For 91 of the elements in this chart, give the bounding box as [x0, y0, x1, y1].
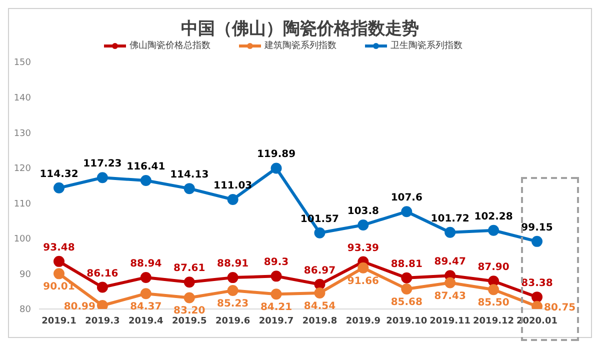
data-label: 114.13 [170, 170, 209, 181]
point [96, 300, 108, 309]
x-tick-label: 2019.9 [346, 316, 381, 326]
data-label: 88.81 [390, 258, 422, 270]
y-tick-label: 130 [14, 128, 32, 139]
point [54, 256, 64, 267]
data-label: 87.90 [478, 262, 510, 274]
legend-label: 建筑陶瓷系列指数 [264, 40, 336, 52]
y-tick-label: 100 [14, 234, 32, 245]
point [358, 262, 369, 274]
point [140, 272, 152, 283]
point [401, 283, 412, 294]
data-label: 84.21 [260, 302, 292, 314]
point [488, 224, 500, 236]
point [270, 162, 282, 174]
data-label: 85.50 [478, 298, 510, 309]
data-label: 102.28 [474, 211, 513, 222]
data-label: 116.41 [126, 162, 166, 173]
data-label: 80.99 [64, 302, 96, 313]
data-label: 88.94 [130, 258, 162, 270]
point [488, 276, 500, 287]
point [140, 288, 152, 300]
x-tick-label: 2019.1 [42, 316, 76, 326]
y-tick-label: 140 [14, 93, 32, 104]
data-label: 93.48 [43, 242, 75, 254]
data-label: 114.32 [40, 168, 78, 180]
data-label: 83.38 [521, 278, 553, 290]
point [184, 292, 195, 304]
data-label: 80.75 [544, 302, 576, 314]
point [54, 182, 64, 194]
x-tick-label: 2020.01 [516, 316, 558, 326]
point [96, 172, 108, 184]
data-label: 85.23 [217, 298, 249, 310]
data-label: 89.3 [264, 257, 289, 268]
data-label: 91.66 [347, 276, 380, 287]
data-label: 85.68 [390, 296, 422, 308]
data-label: 88.91 [217, 258, 249, 270]
data-label: 89.47 [434, 256, 466, 268]
point [444, 226, 456, 238]
point [54, 268, 64, 280]
x-tick-label: 2019.4 [128, 316, 164, 326]
x-tick-label: 2019.5 [172, 316, 207, 326]
data-label: 119.89 [256, 149, 296, 160]
point [227, 194, 238, 206]
data-label: 107.6 [390, 192, 422, 204]
point [140, 175, 152, 186]
data-label: 86.97 [304, 265, 336, 276]
point [314, 278, 326, 290]
x-tick-label: 2019.10 [386, 316, 428, 326]
point [227, 285, 238, 296]
point [444, 277, 456, 288]
point [488, 284, 500, 296]
x-tick-label: 2019.11 [430, 316, 471, 326]
y-tick-label: 110 [14, 199, 32, 210]
y-tick-label: 90 [20, 270, 32, 280]
data-label: 83.20 [174, 306, 206, 317]
point [96, 282, 108, 293]
chart-title: 中国（佛山）陶瓷价格指数走势 [180, 18, 420, 40]
point [532, 236, 542, 247]
data-label: 86.16 [86, 268, 118, 280]
data-label: 84.37 [130, 302, 162, 313]
point [401, 272, 412, 284]
y-tick-label: 150 [14, 58, 32, 68]
point [532, 292, 542, 303]
x-tick-label: 2019.8 [302, 316, 338, 326]
point [270, 270, 282, 282]
data-label: 101.72 [430, 213, 470, 224]
point [314, 227, 326, 238]
data-label: 99.15 [521, 222, 553, 234]
legend-label: 卫生陶瓷系列指数 [390, 40, 462, 52]
data-label: 87.43 [434, 290, 466, 302]
point [270, 288, 282, 300]
y-tick-label: 120 [14, 164, 32, 174]
point [358, 220, 369, 231]
data-label: 93.39 [347, 242, 380, 254]
data-label: 87.61 [174, 263, 206, 274]
x-tick-label: 2019.6 [215, 316, 250, 326]
x-tick-label: 2019.7 [258, 316, 294, 326]
data-label: 117.23 [83, 158, 122, 170]
point [227, 272, 238, 284]
x-tick-label: 2019.12 [473, 316, 514, 326]
legend-label: 佛山陶瓷价格总指数 [128, 40, 210, 52]
point [314, 287, 326, 298]
point [401, 206, 412, 218]
x-tick-label: 2019.3 [85, 316, 120, 326]
point [184, 183, 195, 194]
data-label: 90.01 [43, 282, 75, 293]
y-tick-label: 80 [20, 305, 32, 316]
point [184, 276, 195, 288]
data-label: 103.8 [347, 206, 380, 218]
data-label: 84.54 [304, 300, 336, 312]
